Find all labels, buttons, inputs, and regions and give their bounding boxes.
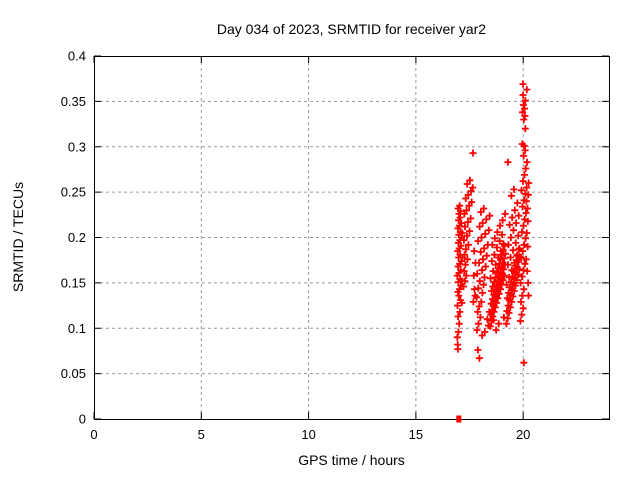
y-tick-label: 0.4 bbox=[68, 49, 86, 64]
y-tick-label: 0.15 bbox=[61, 275, 86, 290]
y-axis-label: SRMTID / TECUs bbox=[10, 181, 26, 293]
axis-ticks bbox=[93, 55, 609, 420]
x-tick-label: 0 bbox=[90, 427, 97, 442]
x-tick-label: 15 bbox=[409, 427, 423, 442]
x-tick-label: 10 bbox=[301, 427, 315, 442]
y-tick-label: 0.05 bbox=[61, 366, 86, 381]
plot-border bbox=[94, 56, 610, 420]
y-tick-label: 0.3 bbox=[68, 139, 86, 154]
chart-title: Day 034 of 2023, SRMTID for receiver yar… bbox=[216, 21, 487, 37]
data-point-square bbox=[456, 415, 462, 423]
y-tick-label: 0.25 bbox=[61, 185, 86, 200]
x-tick-label: 20 bbox=[516, 427, 530, 442]
y-tick-label: 0.1 bbox=[68, 321, 86, 336]
grid-lines bbox=[94, 56, 609, 419]
y-tick-label: 0 bbox=[79, 412, 86, 427]
x-tick-label: 5 bbox=[198, 427, 205, 442]
data-points-plus bbox=[453, 80, 533, 367]
y-tick-label: 0.35 bbox=[61, 94, 86, 109]
y-tick-label: 0.2 bbox=[68, 230, 86, 245]
x-axis-label: GPS time / hours bbox=[298, 452, 405, 468]
